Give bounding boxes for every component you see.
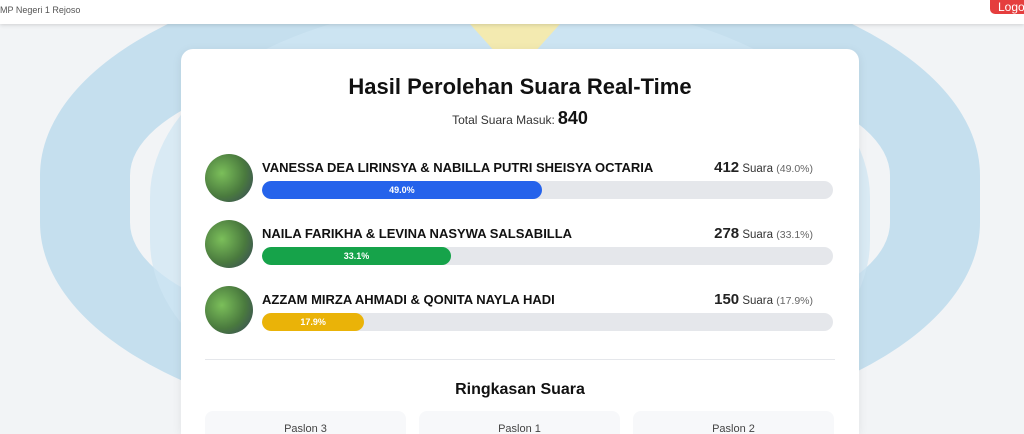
total-votes-value: 840 [557, 108, 588, 128]
total-votes-label: Total Suara Masuk: [452, 113, 555, 127]
school-name: MP Negeri 1 Rejoso [0, 5, 81, 15]
summary-card-paslon-3: Paslon 3 [205, 411, 406, 434]
summary-card-label: Paslon 3 [284, 423, 327, 434]
candidate-photo [205, 220, 253, 268]
vote-percent: (17.9%) [776, 295, 813, 307]
candidate-votes: 412 Suara (49.0%) [714, 159, 813, 176]
candidate-name: VANESSA DEA LIRINSYA & NABILLA PUTRI SHE… [262, 160, 654, 175]
top-header: MP Negeri 1 Rejoso Logo [0, 0, 1024, 24]
vote-unit: Suara [742, 295, 774, 307]
logout-button[interactable]: Logo [990, 0, 1024, 14]
candidate-row: AZZAM MIRZA AHMADI & QONITA NAYLA HADI 1… [205, 286, 835, 336]
divider [205, 359, 835, 360]
progress-bar: 17.9% [262, 313, 833, 331]
vote-count: 150 [714, 291, 740, 308]
candidate-row: NAILA FARIKHA & LEVINA NASYWA SALSABILLA… [205, 220, 835, 270]
candidate-photo [205, 286, 253, 334]
vote-count: 412 [714, 159, 740, 176]
vote-unit: Suara [742, 163, 774, 175]
results-card: Hasil Perolehan Suara Real-Time Total Su… [181, 49, 859, 434]
candidate-votes: 278 Suara (33.1%) [714, 225, 813, 242]
progress-bar: 49.0% [262, 181, 833, 199]
summary-card-paslon-1: Paslon 1 [419, 411, 620, 434]
progress-fill: 49.0% [262, 181, 542, 199]
vote-unit: Suara [742, 229, 774, 241]
candidate-row: VANESSA DEA LIRINSYA & NABILLA PUTRI SHE… [205, 154, 835, 204]
total-votes: Total Suara Masuk: 840 [181, 108, 859, 129]
vote-percent: (33.1%) [776, 229, 813, 241]
summary-title: Ringkasan Suara [455, 381, 585, 398]
summary-card-label: Paslon 1 [498, 423, 541, 434]
candidate-name: NAILA FARIKHA & LEVINA NASYWA SALSABILLA [262, 226, 573, 241]
summary-card-label: Paslon 2 [712, 423, 755, 434]
progress-fill: 33.1% [262, 247, 451, 265]
candidate-name: AZZAM MIRZA AHMADI & QONITA NAYLA HADI [262, 292, 555, 307]
vote-percent: (49.0%) [776, 163, 813, 175]
candidate-photo [205, 154, 253, 202]
progress-bar: 33.1% [262, 247, 833, 265]
candidate-votes: 150 Suara (17.9%) [714, 291, 813, 308]
summary-card-paslon-2: Paslon 2 [633, 411, 834, 434]
page-title: Hasil Perolehan Suara Real-Time [348, 74, 692, 99]
progress-fill: 17.9% [262, 313, 365, 331]
vote-count: 278 [714, 225, 740, 242]
